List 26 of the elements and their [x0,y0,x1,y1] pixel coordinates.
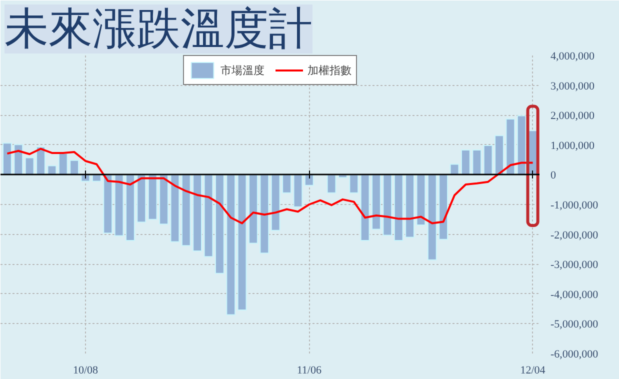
y-tick-label: 3,000,000 [550,80,595,92]
legend-label: 市場溫度 [220,64,264,78]
y-tick-label: 0 [550,170,556,182]
x-tick-label: 11/06 [296,364,322,376]
y-tick-label: -4,000,000 [550,288,599,301]
bar [204,174,214,258]
y-tick-label: 4,000,000 [550,50,595,62]
chart-title: 未來漲跌溫度計 [4,4,312,54]
y-tick-label: -3,000,000 [550,259,599,272]
y-tick-label: -6,000,000 [550,348,599,360]
y-tick-label: -5,000,000 [550,318,599,331]
bar [516,115,526,176]
bar [170,174,180,242]
x-tick-label: 10/08 [72,364,99,376]
bar [293,174,303,208]
bar [114,174,124,236]
y-tick-label: 2,000,000 [550,110,595,122]
y-tick-label: 1,000,000 [550,140,595,152]
y-tick-label: -2,000,000 [550,229,599,242]
bar [360,174,370,242]
bar [237,174,247,310]
legend-label: 加權指數 [308,64,352,78]
x-tick-label: 12/04 [520,364,546,376]
line-series [6,148,534,224]
y-tick-label: -1,000,000 [550,200,599,212]
bar [326,174,336,194]
